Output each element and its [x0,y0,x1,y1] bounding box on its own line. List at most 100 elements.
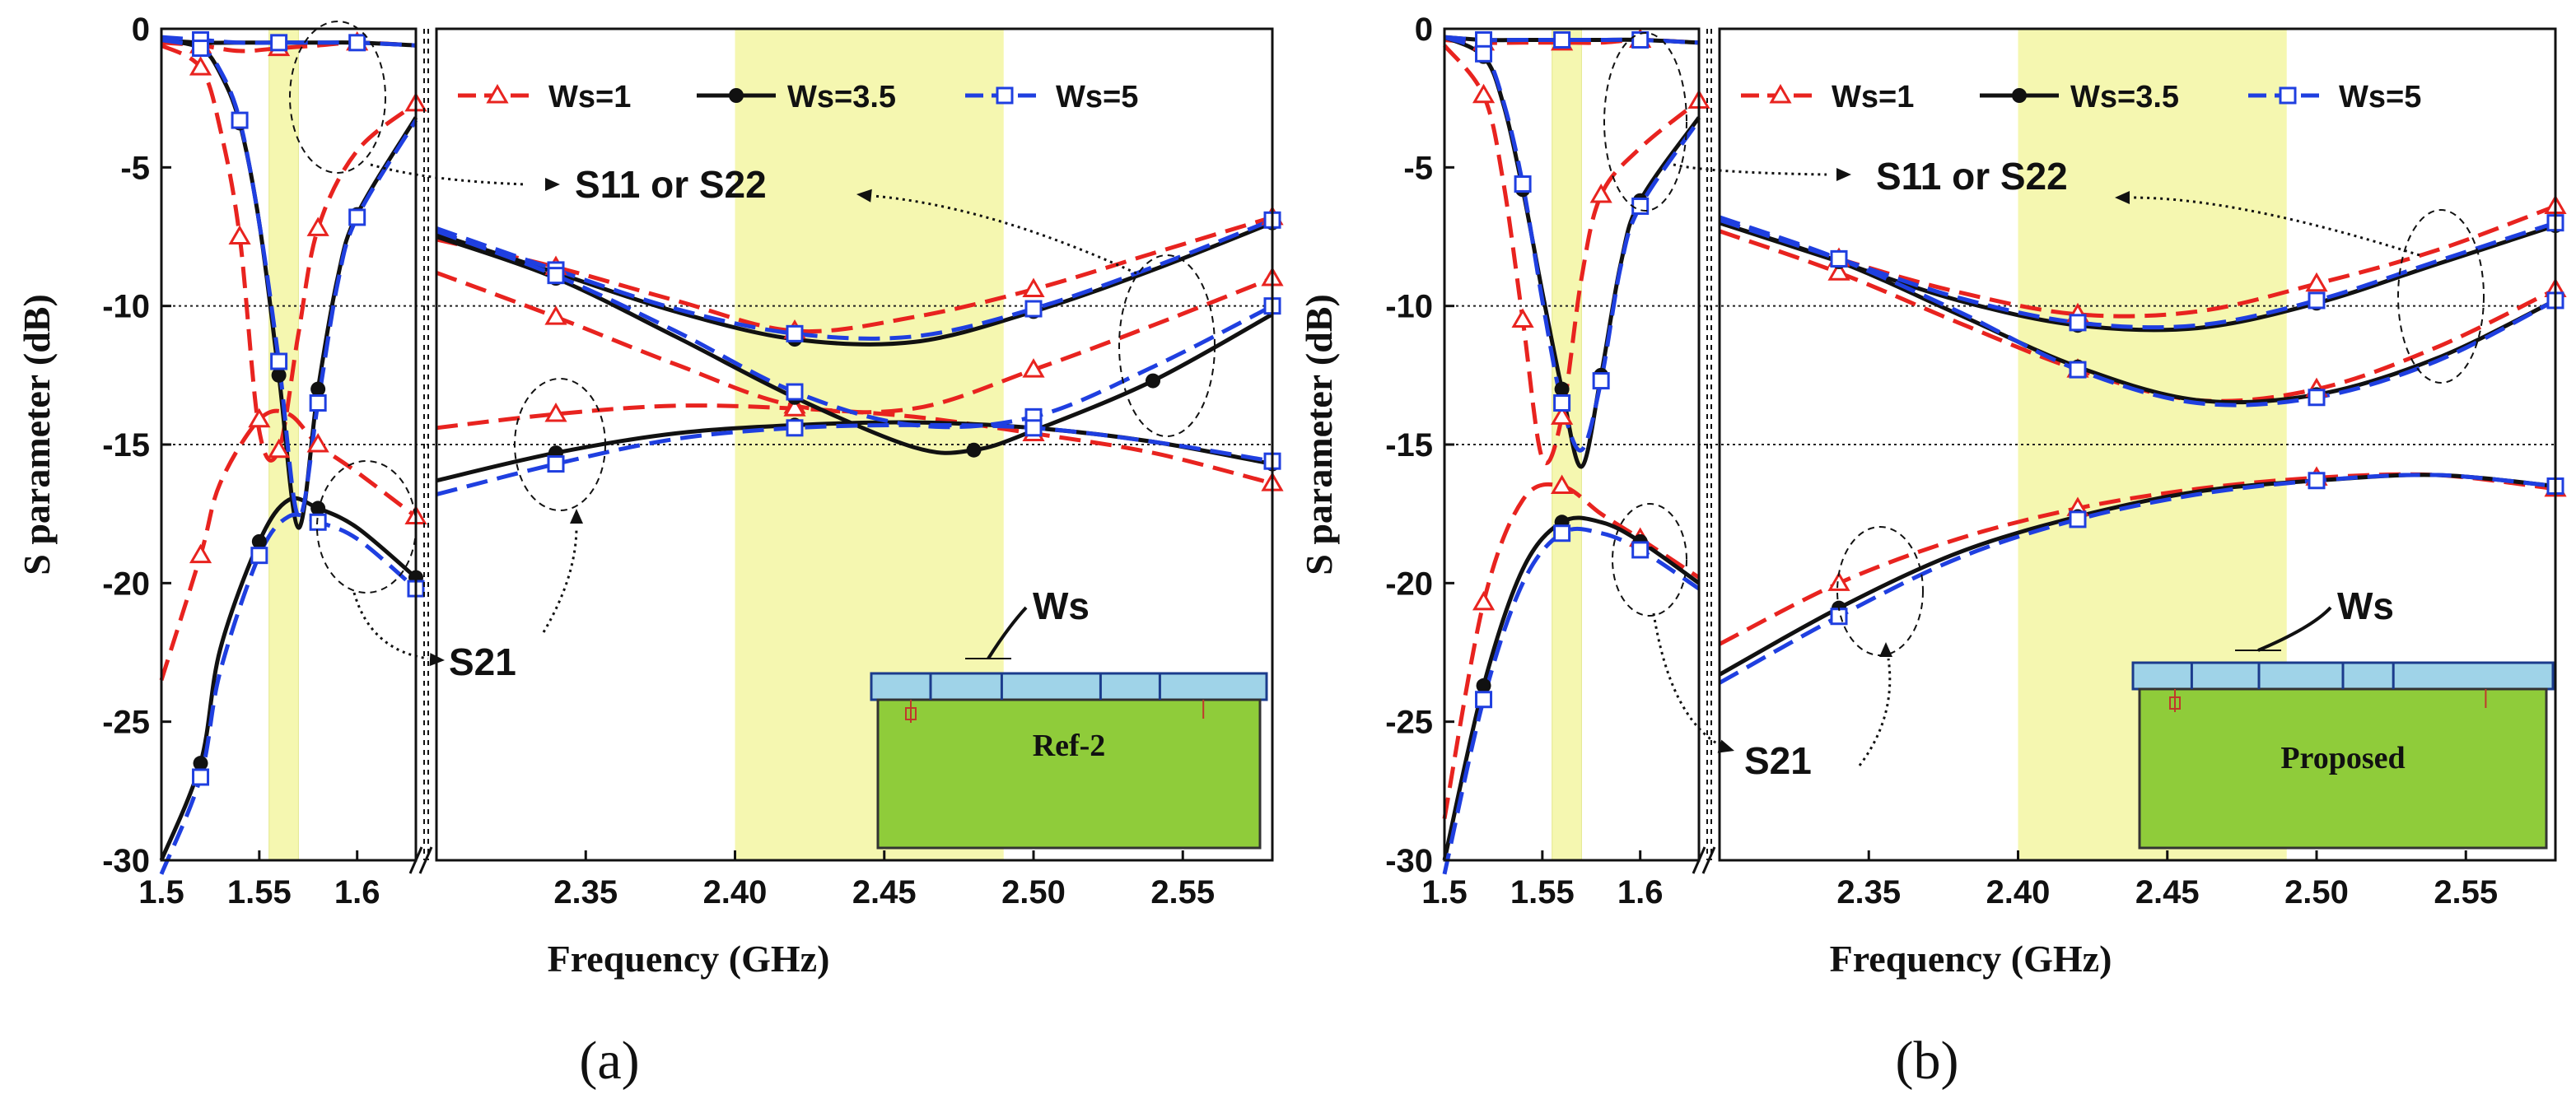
y-axis-title: S parameter (dB) [16,294,58,575]
square-marker [547,267,565,285]
y-axis-title: S parameter (dB) [1298,294,1340,575]
square-marker [192,40,210,58]
dashed-ellipse [514,378,606,511]
dashed-ellipse [1612,503,1687,617]
dotted-arrow [542,526,578,633]
ws-arrow [2257,606,2332,652]
square-marker [1553,524,1571,543]
x-tick-label: 1.6 [1617,874,1664,910]
y-tick-label: -20 [1385,566,1433,602]
arrow-head [1717,739,1734,753]
circle-marker [193,756,208,771]
annotation-s21: S21 [449,640,516,683]
inset-top-strip [870,672,1268,701]
x-tick-label: 2.45 [2135,874,2200,910]
triangle-marker [306,217,329,236]
square-marker [1631,30,1650,49]
curve-ws35-high [1718,473,2556,677]
square-marker [309,394,327,412]
panel-label: (a) [579,1031,639,1091]
square-marker [2069,361,2087,379]
x-tick-label: 2.40 [1986,874,2051,910]
axis-break-mark [418,846,433,874]
panel-a: 0 -5 -10 -15 -20 -25 -301.5 1.55 1.6 2.35 2.40 2.45… [16,12,1284,1091]
triangle-marker [544,305,567,325]
triangle-marker [1022,358,1045,378]
x-tick-label: 2.50 [1001,874,1066,910]
annotation-s21: S21 [1744,739,1812,782]
square-marker [2308,472,2326,490]
plot-frame-high [435,27,1274,862]
inset-port [2169,696,2181,710]
axis-break-mark [1692,846,1706,874]
triangle-marker [1827,261,1850,281]
square-marker [1514,175,1532,193]
arrow-head [545,178,560,191]
dotted-arrow [1858,658,1892,766]
triangle-marker [1551,405,1574,425]
dotted-arrow [352,592,429,660]
triangle-marker [189,543,212,564]
triangle-marker [1511,308,1534,328]
square-marker [270,352,288,370]
y-tick-label: -30 [1385,843,1433,879]
circle-marker [310,501,326,516]
x-axis-title: Frequency (GHz) [1830,938,2112,980]
x-tick-label: 2.40 [703,874,768,910]
dotted-arrow [2130,196,2420,257]
triangle-marker [1551,474,1574,494]
y-tick-label: -25 [1385,705,1433,741]
square-marker [1830,249,1848,268]
plot-frame-high [1718,27,2557,862]
reference-lines [1444,305,2555,445]
square-marker [547,455,565,473]
square-marker [1553,394,1571,412]
axis-break-mark [1701,846,1716,874]
dashed-ellipse [316,460,417,594]
curve-ws5-high [436,217,1273,341]
curve-ws5-high [436,422,1273,497]
square-marker [1024,300,1043,318]
curve-ws5-high [436,229,1274,430]
ws-arrow [987,606,1028,660]
x-tick-label: 1.5 [138,874,184,910]
dashed-ellipse [1836,526,1924,656]
square-marker [2308,389,2326,407]
triangle-marker [1769,84,1792,104]
legend-label: Ws=5 [2339,80,2421,114]
triangle-marker [1472,83,1496,104]
triangle-marker [189,56,212,76]
square-marker [1592,372,1610,390]
dashed-ellipse [2397,209,2485,384]
y-tick-label: -30 [102,843,150,879]
circle-marker [2012,88,2027,103]
triangle-marker [1827,571,1850,591]
circle-marker [966,442,982,458]
dotted-arrow [1673,163,1827,176]
square-marker [270,34,288,52]
dotted-arrow [1652,612,1720,747]
square-marker [1475,30,1493,49]
legend-label: Ws=3.5 [787,80,896,114]
curve-ws1-low [1443,44,1701,466]
panel-label: (b) [1896,1031,1959,1091]
panel-b: 0 -5 -10 -15 -20 -25 -301.5 1.55 1.6 2.35 2.40 2.45… [1298,12,2567,1091]
square-marker [786,419,804,437]
x-tick-label: 2.35 [1836,874,1901,910]
square-marker [192,768,210,786]
circle-marker [1476,678,1491,693]
triangle-marker [783,397,806,417]
curve-ws35-high [436,235,1274,455]
y-tick-label: -10 [102,289,150,325]
triangle-marker [544,402,567,422]
y-tick-label: -25 [102,705,150,741]
y-tick-label: 0 [132,12,150,48]
tick-labels: 0 -5 -10 -15 -20 -25 -301.5 1.55 1.6 2.35 2.40 2.45… [102,12,1215,910]
square-marker [1830,608,1848,626]
triangle-marker [268,438,291,459]
x-tick-label: 2.55 [1150,874,1215,910]
square-marker [2069,510,2087,529]
x-tick-label: 2.35 [553,874,618,910]
inset-label: Proposed [2280,741,2405,775]
